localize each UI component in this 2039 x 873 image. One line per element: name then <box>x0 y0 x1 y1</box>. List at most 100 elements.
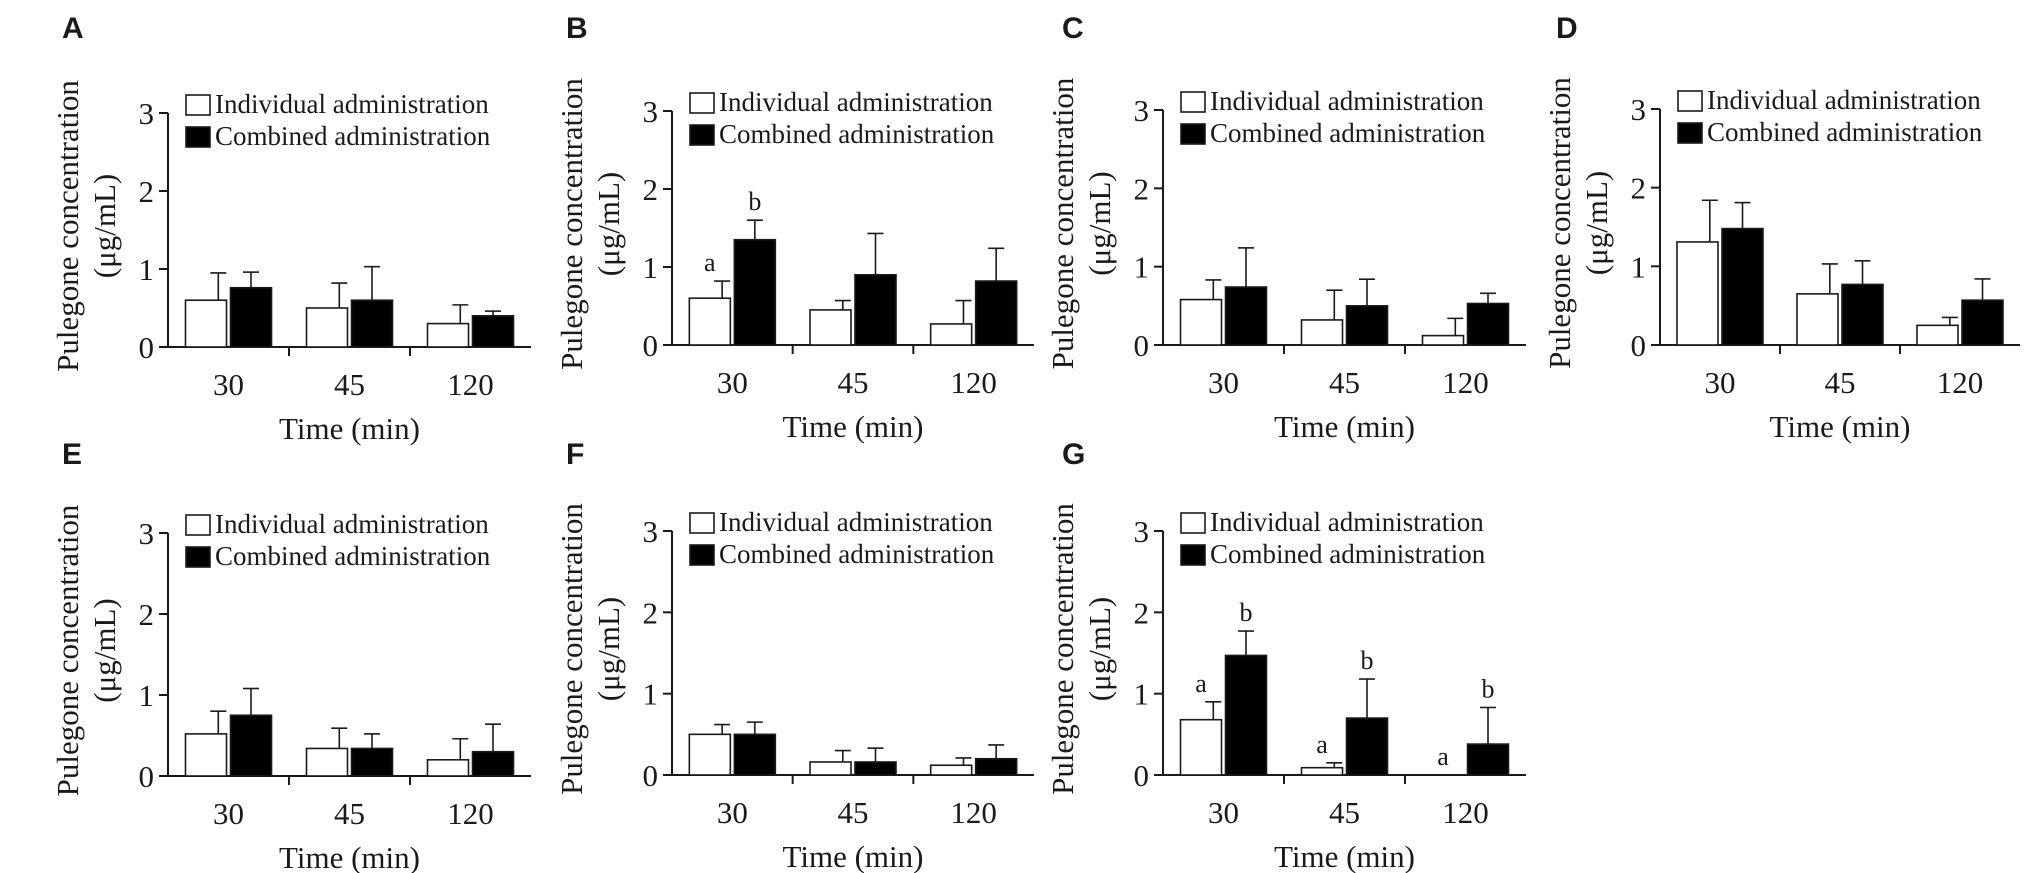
y-tick-label: 3 <box>1631 92 1647 127</box>
combined-legend-swatch <box>1677 122 1703 144</box>
significance-label: a <box>1195 669 1207 698</box>
x-tick-label: 30 <box>1208 365 1239 400</box>
y-tick-label: 0 <box>139 759 155 794</box>
y-axis-title-line1: Pulegone concentration <box>50 80 85 372</box>
y-tick-label: 0 <box>643 758 659 793</box>
significance-label: a <box>1316 730 1328 759</box>
y-tick-label: 2 <box>1134 171 1150 206</box>
significance-label: a <box>1437 742 1449 771</box>
y-axis-title-line1: Pulegone concentration <box>554 503 589 795</box>
combined-bar <box>733 238 777 346</box>
y-tick-label: 1 <box>643 677 659 712</box>
combined-bar <box>229 714 273 777</box>
x-axis-title: Time (min) <box>279 411 420 446</box>
y-tick-label: 0 <box>1134 758 1150 793</box>
x-tick-label: 45 <box>838 365 869 400</box>
individual-bar <box>426 758 470 777</box>
legend-label: Combined administration <box>215 541 491 571</box>
combined-bar <box>854 761 897 776</box>
y-axis-title-line2: (μg/mL) <box>1082 171 1117 275</box>
legend-label: Combined administration <box>215 121 491 151</box>
y-tick-label: 1 <box>1134 677 1150 712</box>
legend-label: Individual administration <box>1707 85 1981 115</box>
individual-legend-swatch <box>689 92 715 114</box>
x-tick-label: 30 <box>717 365 748 400</box>
chart-panel-a: A 0 1 2 3 30 45 120 Time (min) Pulegone concentra… <box>50 12 531 446</box>
x-axis-title: Time (min) <box>783 409 924 444</box>
combined-bar <box>1841 283 1884 346</box>
x-axis-title: Time (min) <box>279 840 420 873</box>
individual-bar <box>184 733 228 777</box>
combined-bar <box>350 747 394 777</box>
combined-bar <box>1224 286 1268 346</box>
significance-label: b <box>1361 646 1374 675</box>
individual-bar <box>929 764 973 776</box>
y-tick-label: 3 <box>643 94 659 129</box>
x-tick-label: 120 <box>950 365 997 400</box>
chart-panel-d: D 0 1 2 3 30 45 120 Time (min) Pulegone concentra… <box>1542 12 2020 444</box>
individual-legend-swatch <box>1677 90 1703 112</box>
individual-bar <box>1179 298 1223 346</box>
y-tick-label: 3 <box>139 516 155 551</box>
panel-letter: F <box>566 438 584 471</box>
panel-letter: A <box>62 12 84 45</box>
panel-letter: B <box>566 12 588 45</box>
y-tick-label: 3 <box>1134 514 1150 549</box>
y-axis-title-line2: (μg/mL) <box>87 174 122 278</box>
x-tick-label: 30 <box>1705 365 1736 400</box>
legend-label: Individual administration <box>215 509 489 539</box>
y-tick-label: 0 <box>643 328 659 363</box>
individual-bar <box>305 747 349 777</box>
significance-label: b <box>748 187 761 216</box>
legend-label: Combined administration <box>719 119 995 149</box>
legend-label: Combined administration <box>1210 539 1486 569</box>
y-axis-title-line2: (μg/mL) <box>1082 597 1117 701</box>
significance-label: b <box>1240 598 1253 627</box>
y-tick-label: 2 <box>1631 171 1647 206</box>
legend-label: Individual administration <box>1210 507 1484 537</box>
x-axis-title: Time (min) <box>1274 839 1415 873</box>
combined-bar <box>733 733 777 776</box>
individual-bar <box>688 733 732 776</box>
panel-letter: D <box>1556 12 1578 45</box>
chart-panel-b: B 0 1 2 3 30 a b 45 120 Time (min) Pulegone concent… <box>554 12 1034 444</box>
y-tick-label: 0 <box>1134 328 1150 363</box>
panel-letter: G <box>1062 438 1085 471</box>
x-tick-label: 120 <box>1937 365 1984 400</box>
combined-bar <box>471 314 515 348</box>
individual-bar <box>426 322 470 348</box>
individual-legend-swatch <box>1180 512 1206 534</box>
x-tick-label: 45 <box>1825 365 1856 400</box>
legend-label: Combined administration <box>719 539 995 569</box>
individual-bar <box>1421 334 1465 346</box>
legend-label: Combined administration <box>1707 117 1983 147</box>
combined-bar <box>471 750 515 777</box>
x-axis-title: Time (min) <box>1770 409 1911 444</box>
individual-legend-swatch <box>689 512 715 534</box>
y-tick-label: 0 <box>1631 328 1647 363</box>
legend-label: Combined administration <box>1210 118 1486 148</box>
individual-legend-swatch <box>185 94 211 116</box>
individual-bar <box>305 307 349 348</box>
combined-legend-swatch <box>1180 123 1206 145</box>
combined-bar <box>854 273 897 346</box>
chart-panel-g: G 0 1 2 3 30 a b 45 a b 120 a b Time (min) Pulegone con… <box>1045 438 1526 873</box>
legend-label: Individual administration <box>1210 86 1484 116</box>
individual-legend-swatch <box>185 514 211 536</box>
combined-bar <box>1345 717 1389 776</box>
y-tick-label: 2 <box>139 174 155 209</box>
y-axis-title-line1: Pulegone concentration <box>1045 77 1080 369</box>
individual-bar <box>809 761 852 776</box>
x-axis-title: Time (min) <box>783 839 924 873</box>
x-tick-label: 120 <box>950 795 997 830</box>
combined-bar <box>1345 305 1389 346</box>
individual-bar <box>1796 293 1839 346</box>
x-tick-label: 45 <box>334 796 365 831</box>
individual-bar <box>809 309 852 346</box>
y-tick-label: 2 <box>643 172 659 207</box>
individual-legend-swatch <box>1180 91 1206 113</box>
combined-bar <box>1466 743 1510 776</box>
combined-bar <box>1466 302 1510 346</box>
x-tick-label: 30 <box>213 367 244 402</box>
